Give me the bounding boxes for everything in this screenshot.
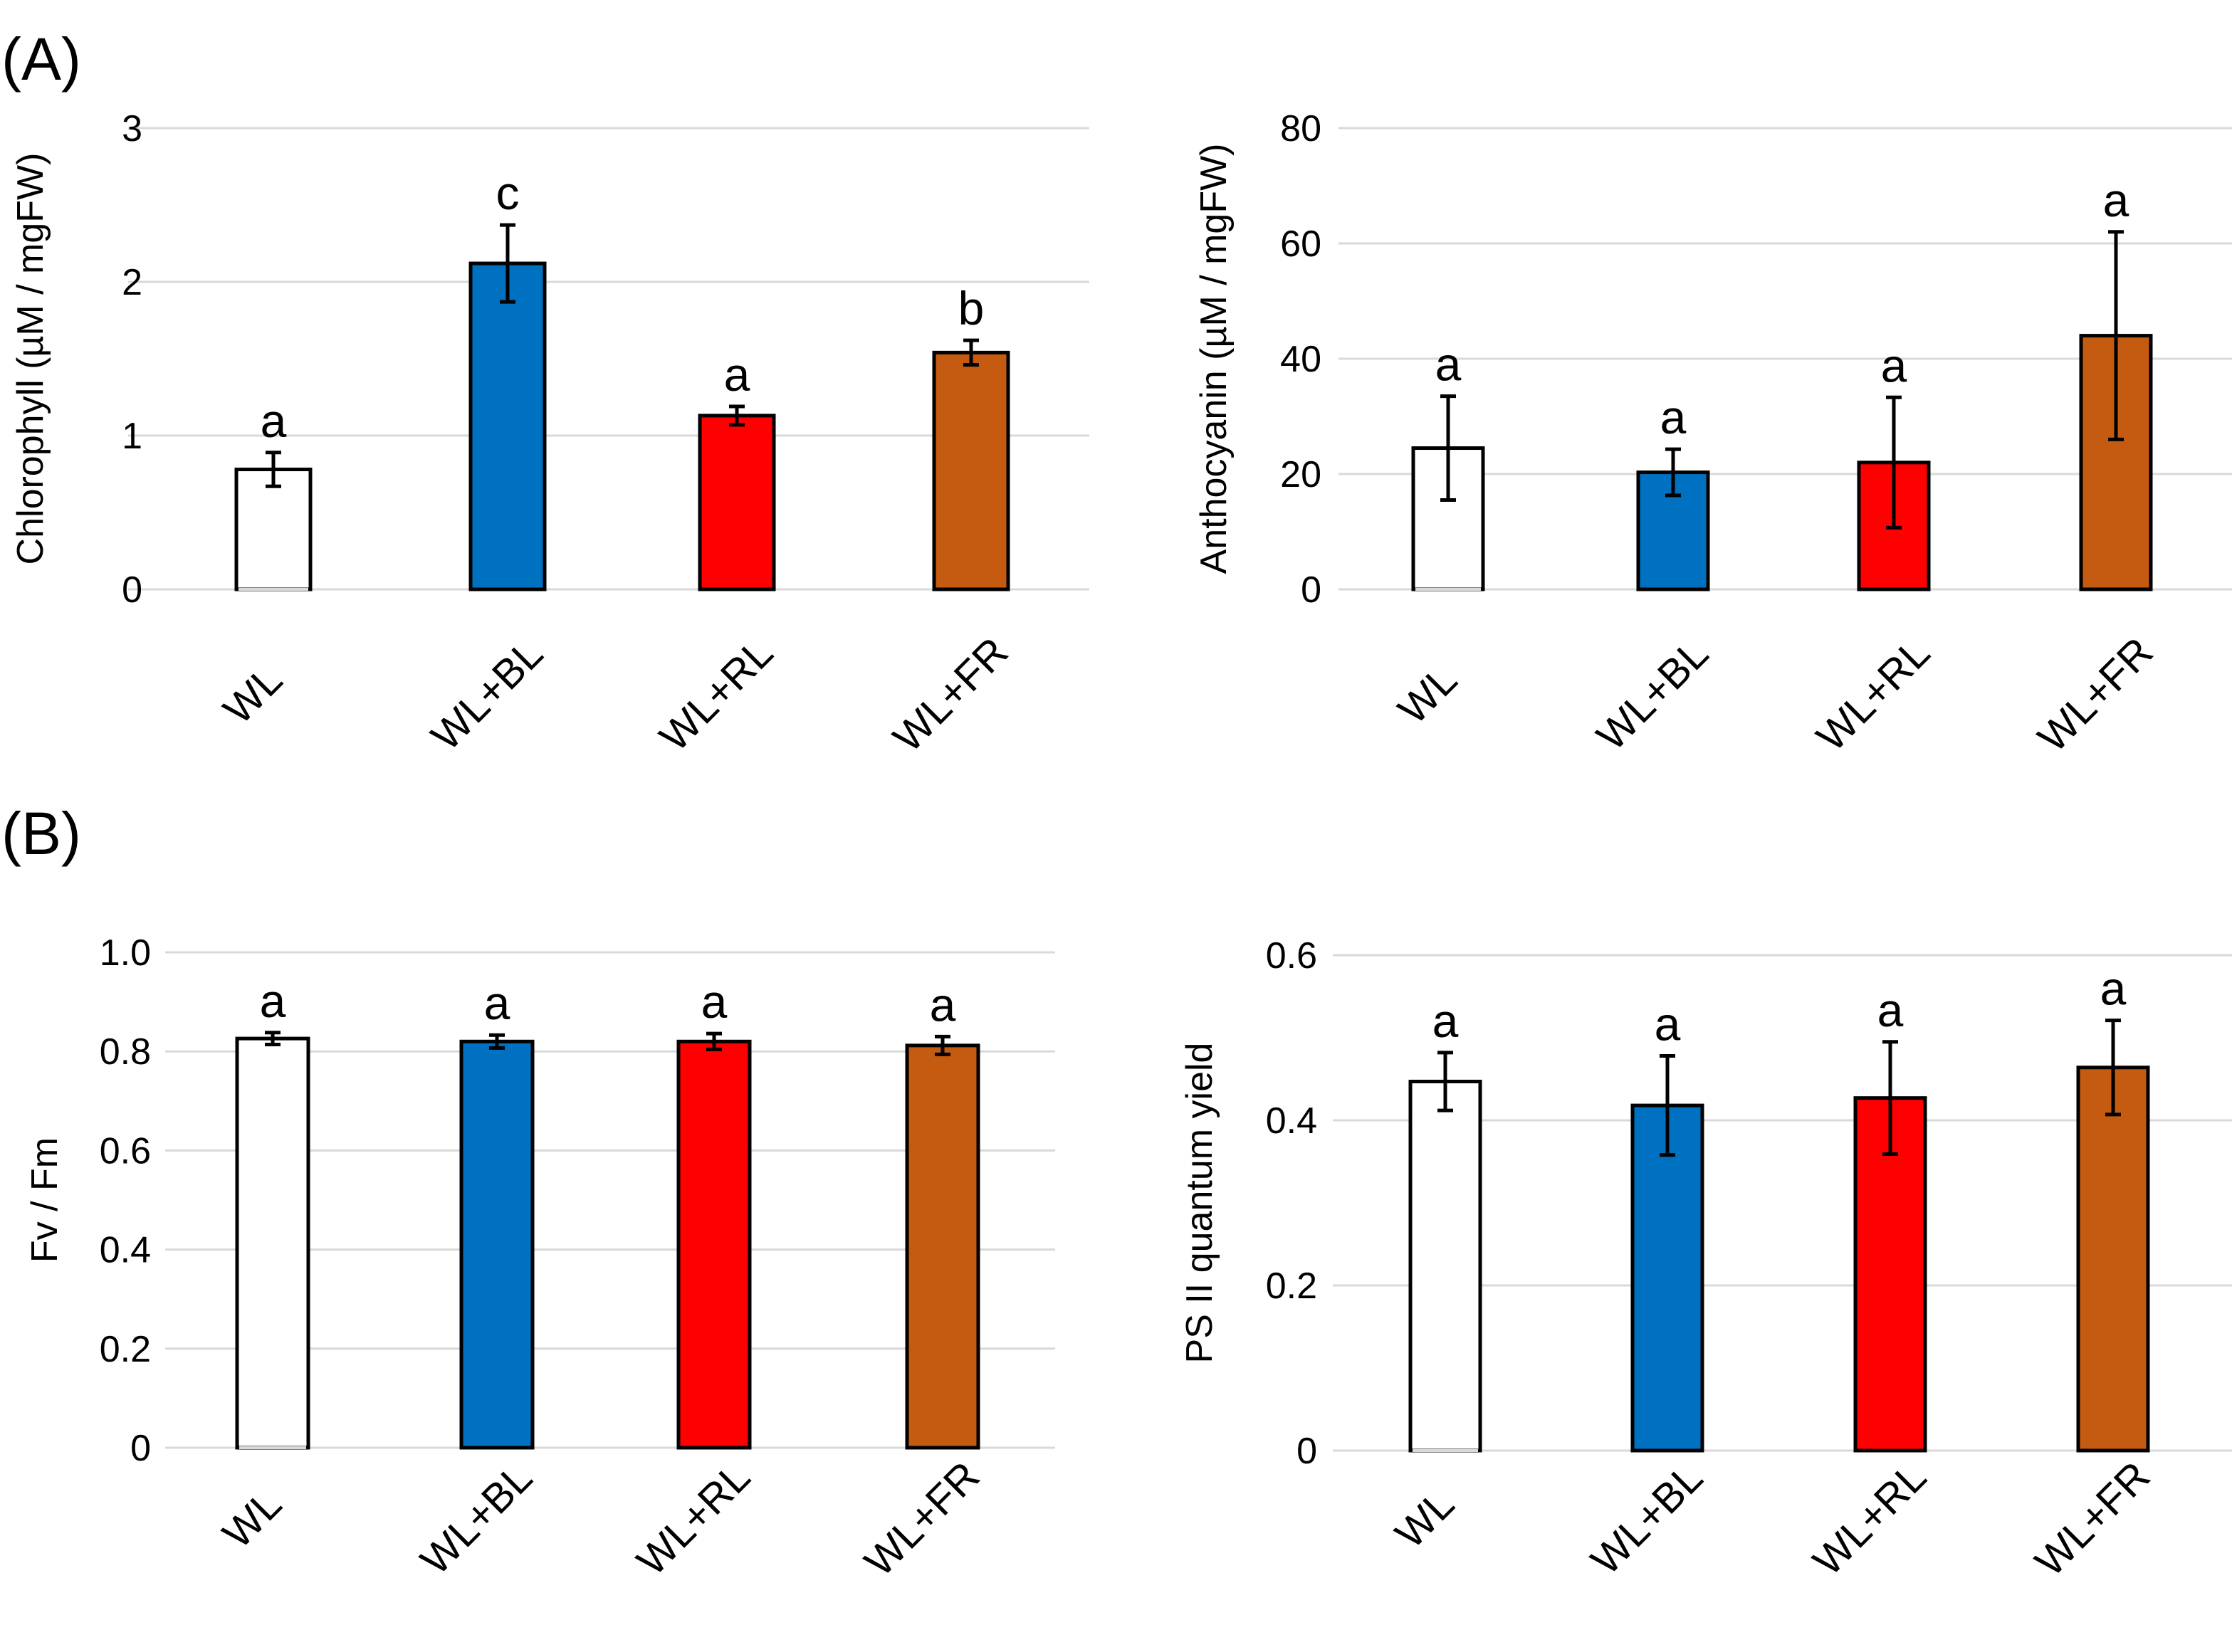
fv-fm-chart: 0 0.2 0.4 0.6 0.8 1.0 Fv / Fm a WL a WL+BL a WL+RL a W… bbox=[24, 932, 1055, 1585]
x-category-label: WL+BL bbox=[1582, 1454, 1712, 1584]
panel-label-a: (A) bbox=[1, 26, 81, 93]
significance-letter: a bbox=[1877, 984, 1904, 1036]
significance-letter: a bbox=[2103, 174, 2129, 226]
significance-letter: a bbox=[484, 977, 510, 1029]
y-tick-label: 0 bbox=[1296, 1431, 1317, 1472]
x-category-label: WL+FR bbox=[856, 1453, 988, 1585]
bar-wl-rl bbox=[698, 414, 776, 591]
x-category-label: WL bbox=[214, 656, 290, 732]
x-category-label: WL+FR bbox=[2029, 628, 2162, 761]
y-tick-label: 0.8 bbox=[100, 1031, 151, 1073]
y-tick-label: 1 bbox=[122, 416, 142, 457]
significance-letter: a bbox=[1432, 994, 1459, 1047]
y-tick-label: 0.2 bbox=[1266, 1266, 1317, 1307]
significance-letter: a bbox=[724, 348, 750, 401]
y-tick-label: 80 bbox=[1280, 108, 1321, 149]
significance-letter: a bbox=[930, 978, 956, 1031]
bar-wl bbox=[235, 1036, 310, 1450]
y-tick-label: 3 bbox=[122, 108, 142, 149]
significance-letter: b bbox=[958, 282, 985, 335]
y-tick-label: 0.4 bbox=[1266, 1100, 1317, 1142]
y-tick-label: 0 bbox=[130, 1428, 151, 1469]
significance-letter: a bbox=[1660, 391, 1687, 443]
x-category-label: WL+RL bbox=[628, 1453, 759, 1584]
ps2-quantum-yield-chart: 0 0.2 0.4 0.6 PS II quantum yield a WL a WL+BL a W… bbox=[1179, 935, 2232, 1585]
significance-letter: a bbox=[1881, 339, 1907, 391]
bar-wl-rl bbox=[676, 1039, 752, 1450]
y-tick-label: 60 bbox=[1280, 223, 1321, 265]
bar-wl-bl bbox=[1636, 470, 1710, 591]
anthocyanin-chart: 0 20 40 60 80 Anthocyanin (µM / mgFW) a WL a WL+B… bbox=[1193, 108, 2232, 761]
x-category-label: WL bbox=[214, 1480, 290, 1557]
bar-wl-fr bbox=[932, 350, 1010, 591]
y-axis-title: Chlorophyll (µM / mgFW) bbox=[10, 153, 51, 565]
y-tick-label: 2 bbox=[122, 262, 142, 303]
y-tick-label: 0.2 bbox=[100, 1329, 151, 1370]
bar-wl-bl bbox=[459, 1039, 535, 1450]
bar-wl-fr bbox=[905, 1043, 980, 1450]
x-category-label: WL+RL bbox=[1804, 1453, 1935, 1584]
significance-letter: a bbox=[261, 394, 287, 447]
y-axis-title: PS II quantum yield bbox=[1179, 1043, 1220, 1364]
significance-letter: a bbox=[701, 975, 728, 1028]
bar-wl bbox=[1408, 1079, 1482, 1453]
y-tick-label: 0.6 bbox=[100, 1130, 151, 1172]
y-axis-title: Fv / Fm bbox=[24, 1137, 66, 1263]
x-category-label: WL+BL bbox=[1588, 630, 1717, 759]
x-category-label: WL+BL bbox=[412, 1454, 541, 1584]
x-category-label: WL+FR bbox=[884, 628, 1017, 761]
bar-wl-fr bbox=[2076, 1066, 2150, 1453]
x-category-label: WL+RL bbox=[651, 629, 782, 760]
significance-letter: a bbox=[1435, 338, 1462, 391]
significance-letter: a bbox=[1655, 998, 1681, 1051]
x-category-label: WL bbox=[1389, 656, 1465, 732]
significance-letter: c bbox=[496, 167, 520, 219]
x-category-label: WL+BL bbox=[422, 630, 552, 759]
x-category-label: WL+RL bbox=[1808, 629, 1939, 760]
x-category-label: WL+FR bbox=[2026, 1453, 2159, 1585]
y-tick-label: 0 bbox=[1301, 569, 1321, 611]
y-tick-label: 40 bbox=[1280, 339, 1321, 380]
y-tick-label: 1.0 bbox=[100, 932, 151, 974]
significance-letter: a bbox=[260, 974, 286, 1027]
panel-label-b: (B) bbox=[1, 800, 81, 867]
y-tick-label: 20 bbox=[1280, 454, 1321, 495]
bar-wl-bl bbox=[468, 261, 547, 591]
y-tick-label: 0.4 bbox=[100, 1230, 151, 1271]
chlorophyll-chart: 0 1 2 3 Chlorophyll (µM / mgFW) a WL c WL+BL a WL+… bbox=[10, 108, 1089, 761]
bar-wl bbox=[234, 468, 313, 591]
x-category-label: WL bbox=[1386, 1480, 1462, 1557]
y-tick-label: 0 bbox=[122, 569, 142, 611]
significance-letter: a bbox=[2100, 962, 2127, 1015]
bar-wl-bl bbox=[1630, 1103, 1704, 1453]
y-axis-title: Anthocyanin (µM / mgFW) bbox=[1193, 144, 1235, 574]
y-tick-label: 0.6 bbox=[1266, 935, 1317, 977]
